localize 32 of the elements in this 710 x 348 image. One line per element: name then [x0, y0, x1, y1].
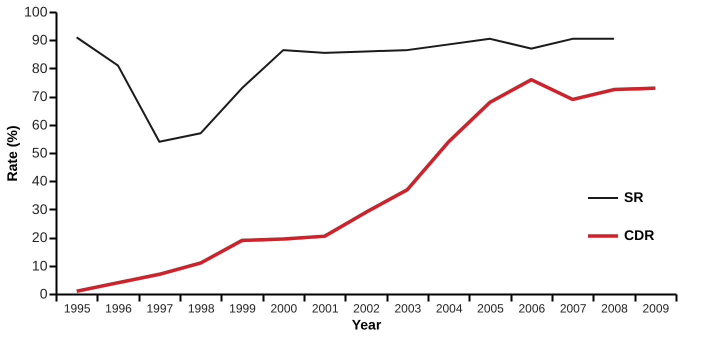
x-tick-label: 2007: [560, 302, 587, 316]
x-axis-title: Year: [352, 316, 382, 332]
x-tick-label: 2009: [642, 302, 670, 316]
x-tick-label: 2001: [312, 302, 339, 316]
x-tick-label: 1998: [188, 302, 215, 316]
y-tick-label: 0: [40, 286, 48, 302]
y-tick-label: 30: [32, 200, 48, 217]
x-tick-label: 1999: [229, 302, 256, 316]
legend-label: SR: [624, 189, 644, 205]
x-tick-label: 2005: [477, 302, 504, 316]
y-tick-label: 70: [32, 88, 48, 104]
line-series: [74, 78, 658, 293]
y-tick-label: 90: [32, 32, 48, 48]
y-axis-title: Rate (%): [4, 125, 20, 182]
x-tick-label: 2008: [601, 302, 628, 316]
x-tick-label: 2002: [353, 302, 380, 316]
x-tick-label: 2006: [518, 302, 546, 316]
y-tick-label: 10: [32, 257, 48, 274]
x-tick-label: 1996: [105, 302, 132, 316]
y-tick-label: 20: [32, 229, 48, 246]
x-tick-label: 2004: [436, 302, 463, 316]
y-tick-label: 60: [32, 116, 48, 132]
y-tick-label: 100: [24, 4, 48, 20]
y-tick-label: 50: [32, 144, 48, 160]
x-tick-label: 2003: [394, 302, 422, 316]
x-tick-label: 1997: [146, 302, 174, 316]
x-tick-label: 1995: [64, 302, 91, 316]
legend-label: CDR: [624, 227, 654, 243]
y-tick-label: 40: [32, 172, 48, 189]
line-series: [76, 36, 615, 143]
x-tick-label: 2000: [270, 302, 298, 316]
y-tick-label: 80: [32, 60, 48, 76]
